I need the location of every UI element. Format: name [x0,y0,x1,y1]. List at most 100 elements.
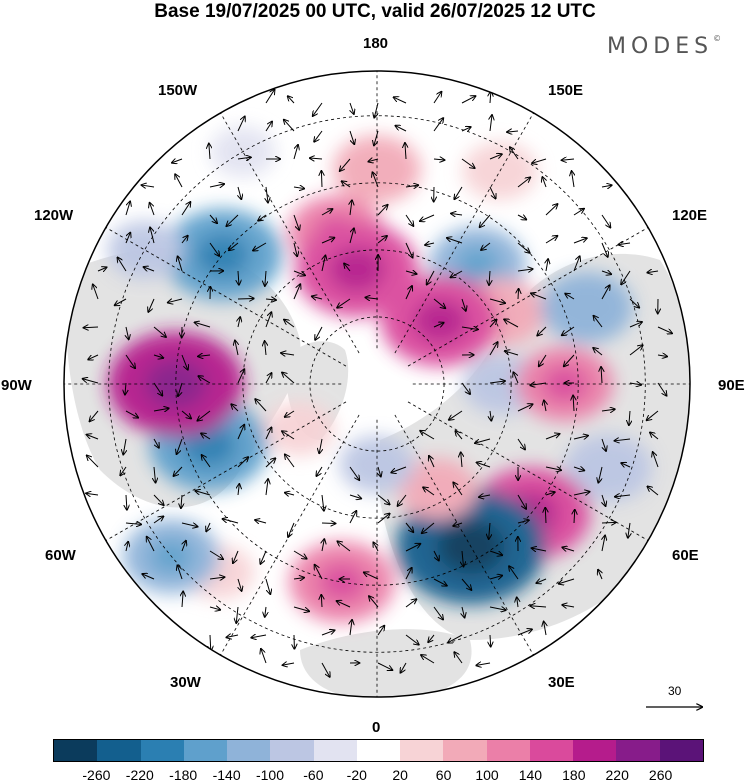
wind-arrow-54 [209,144,210,160]
wind-arrow-26 [148,298,155,312]
wind-arrow-196 [405,599,416,608]
wind-arrow-279 [542,177,546,188]
wind-arrow-51 [182,541,186,552]
anomaly-core-20 [195,233,250,277]
wind-arrow-305 [573,396,574,412]
wind-arrow-132 [283,663,295,665]
wind-arrow-84 [237,457,248,468]
wind-arrow-224 [462,298,466,311]
wind-arrow-37 [172,159,183,163]
wind-arrow-113 [284,120,295,132]
meridian-300 [105,401,347,541]
lon-label-60w: 60W [45,547,76,564]
wind-arrow-32 [154,466,156,483]
lon-label-120e: 120E [672,207,708,224]
wind-arrow-341 [657,326,672,333]
wind-arrow-55 [209,184,224,187]
wind-arrow-190 [405,286,412,300]
wind-arrow-35 [147,537,155,552]
wind-arrow-222 [447,238,463,244]
wind-arrow-19 [126,494,127,510]
wind-arrow-223 [451,270,463,277]
wind-arrow-344 [647,410,659,420]
wind-arrow-251 [477,463,491,468]
colorbar-bin-10 [486,740,530,761]
wind-arrow-78 [237,298,254,299]
wind-arrow-214 [433,606,443,619]
wind-arrow-100 [265,341,266,356]
wind-arrow-140 [312,296,323,299]
wind-arrow-1 [93,285,99,300]
wind-arrow-333 [629,383,641,385]
colorbar-labels: -260 -220 -180 -140 -100 -60 -20 20 60 100 140 180 2… [0,767,750,783]
wind-arrow-180 [369,596,379,608]
wind-arrow-278 [532,158,547,163]
wind-arrow-155 [350,200,352,216]
wind-arrow-144 [322,494,324,511]
lon-label-30e: 30E [548,674,575,691]
wind-arrow-319 [593,348,603,356]
wind-arrow-218 [461,127,471,131]
wind-arrow-316 [601,271,611,274]
wind-arrow-126 [285,493,295,495]
anomaly-blob-23 [264,401,335,456]
wind-arrow-73 [237,157,251,159]
brand-logo: MODES© [607,34,721,59]
brand-mark: © [713,34,722,43]
wind-arrow-197 [405,634,419,645]
wind-arrow-306 [573,436,588,439]
wind-arrow-136 [321,171,322,188]
wind-arrow-45 [178,382,183,396]
wind-arrow-149 [321,630,334,636]
wind-arrow-309 [574,510,575,524]
wind-arrow-182 [377,662,392,670]
wind-arrow-267 [505,351,519,356]
meridian-120 [407,227,649,367]
wind-arrow-237 [454,652,463,664]
colorbar-bin-0 [54,740,98,761]
wind-arrow-160 [349,495,361,499]
anomaly-core-4 [455,246,500,282]
wind-arrow-299 [573,238,587,244]
wind-arrow-225 [461,327,478,329]
colorbar-tick-label: -220 [125,767,154,783]
colorbar-tick-label: 60 [435,767,452,783]
wind-arrow-330 [629,298,639,308]
wind-arrow-207 [433,323,444,327]
wind-vectors [83,90,672,677]
wind-arrow-153 [340,158,351,171]
wind-arrow-30 [153,408,169,411]
wind-arrow-161 [349,511,356,524]
wind-arrow-289 [545,467,561,470]
wind-arrow-36 [142,574,155,580]
wind-arrow-0 [97,267,106,271]
wind-arrow-328 [619,243,631,245]
wind-arrow-204 [425,243,435,245]
wind-arrow-246 [489,320,497,328]
wind-arrow-310 [562,547,575,551]
wind-arrow-291 [545,508,546,524]
wind-arrow-220 [455,186,463,199]
wind-arrow-314 [601,214,610,227]
wind-arrow-250 [475,438,491,443]
wind-arrow-60 [195,322,211,328]
anomaly-blob-6 [540,271,634,344]
wind-arrow-286 [530,383,547,385]
colorbar-tick-label: -100 [255,767,285,783]
wind-arrow-13 [126,326,129,339]
land-africa [300,629,472,697]
wind-arrow-288 [545,434,559,440]
wind-arrow-238 [490,92,491,104]
wind-arrow-193 [405,522,413,532]
anomaly-field [107,126,653,623]
wind-arrow-106 [255,520,267,523]
wind-arrow-2 [84,327,99,328]
colorbar-tick-label: -20 [346,767,367,783]
wind-arrow-258 [476,663,491,665]
wind-arrow-247 [489,342,498,356]
wind-arrow-101 [265,373,272,384]
wind-arrow-206 [433,298,445,308]
wind-arrow-135 [310,158,323,159]
colorbar-bin-8 [400,740,444,761]
wind-arrow-339 [647,271,659,273]
